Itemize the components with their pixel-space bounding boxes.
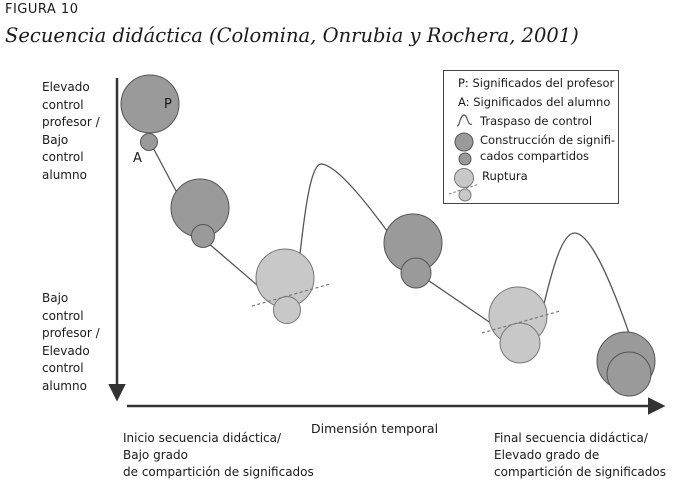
- student-marker: A: [133, 151, 142, 166]
- legend-construction-line1: Construcción de signifi-: [480, 133, 616, 147]
- shared-construction-circle-4b: [400, 257, 432, 289]
- teacher-marker: P: [164, 97, 172, 112]
- legend-construction-line2: cados compartidos: [480, 149, 590, 163]
- rupture-line-3: [251, 283, 331, 307]
- x-axis-end-label: Final secuencia didáctica/ Elevado grado…: [494, 431, 666, 479]
- x-axis-title: Dimensión temporal: [311, 421, 439, 436]
- shared-construction-circle-6b: [606, 351, 652, 397]
- legend-rupture-item: Ruptura: [482, 169, 528, 183]
- legend: P: Significados del profesor A: Signific…: [443, 70, 619, 204]
- legend-student-item: A: Significados del alumno: [458, 95, 611, 109]
- shared-circles-icon: [454, 132, 474, 166]
- rupture-circle-5b: [499, 322, 541, 364]
- legend-teacher-item: P: Significados del profesor: [458, 76, 615, 90]
- shared-construction-circle-2b: [191, 224, 215, 248]
- figure-title: Secuencia didáctica (Colomina, Onrubia y…: [5, 24, 579, 47]
- y-axis-top-label: Elevado control profesor / Bajo control …: [42, 80, 100, 182]
- x-axis-start-label: Inicio secuencia didáctica/ Bajo grado d…: [123, 431, 314, 479]
- wave-icon: [456, 114, 473, 127]
- y-axis-bottom-label: Bajo control profesor / Elevado control …: [42, 291, 100, 393]
- teacher-meanings-circle-1: [120, 74, 180, 134]
- student-meanings-circle-1: [140, 133, 158, 151]
- rupture-line-5: [481, 310, 561, 334]
- figure-number: FIGURA 10: [5, 2, 79, 17]
- rupture-icon: [448, 168, 480, 202]
- rupture-circle-3b: [273, 296, 301, 324]
- legend-transfer-item: Traspaso de control: [480, 114, 593, 128]
